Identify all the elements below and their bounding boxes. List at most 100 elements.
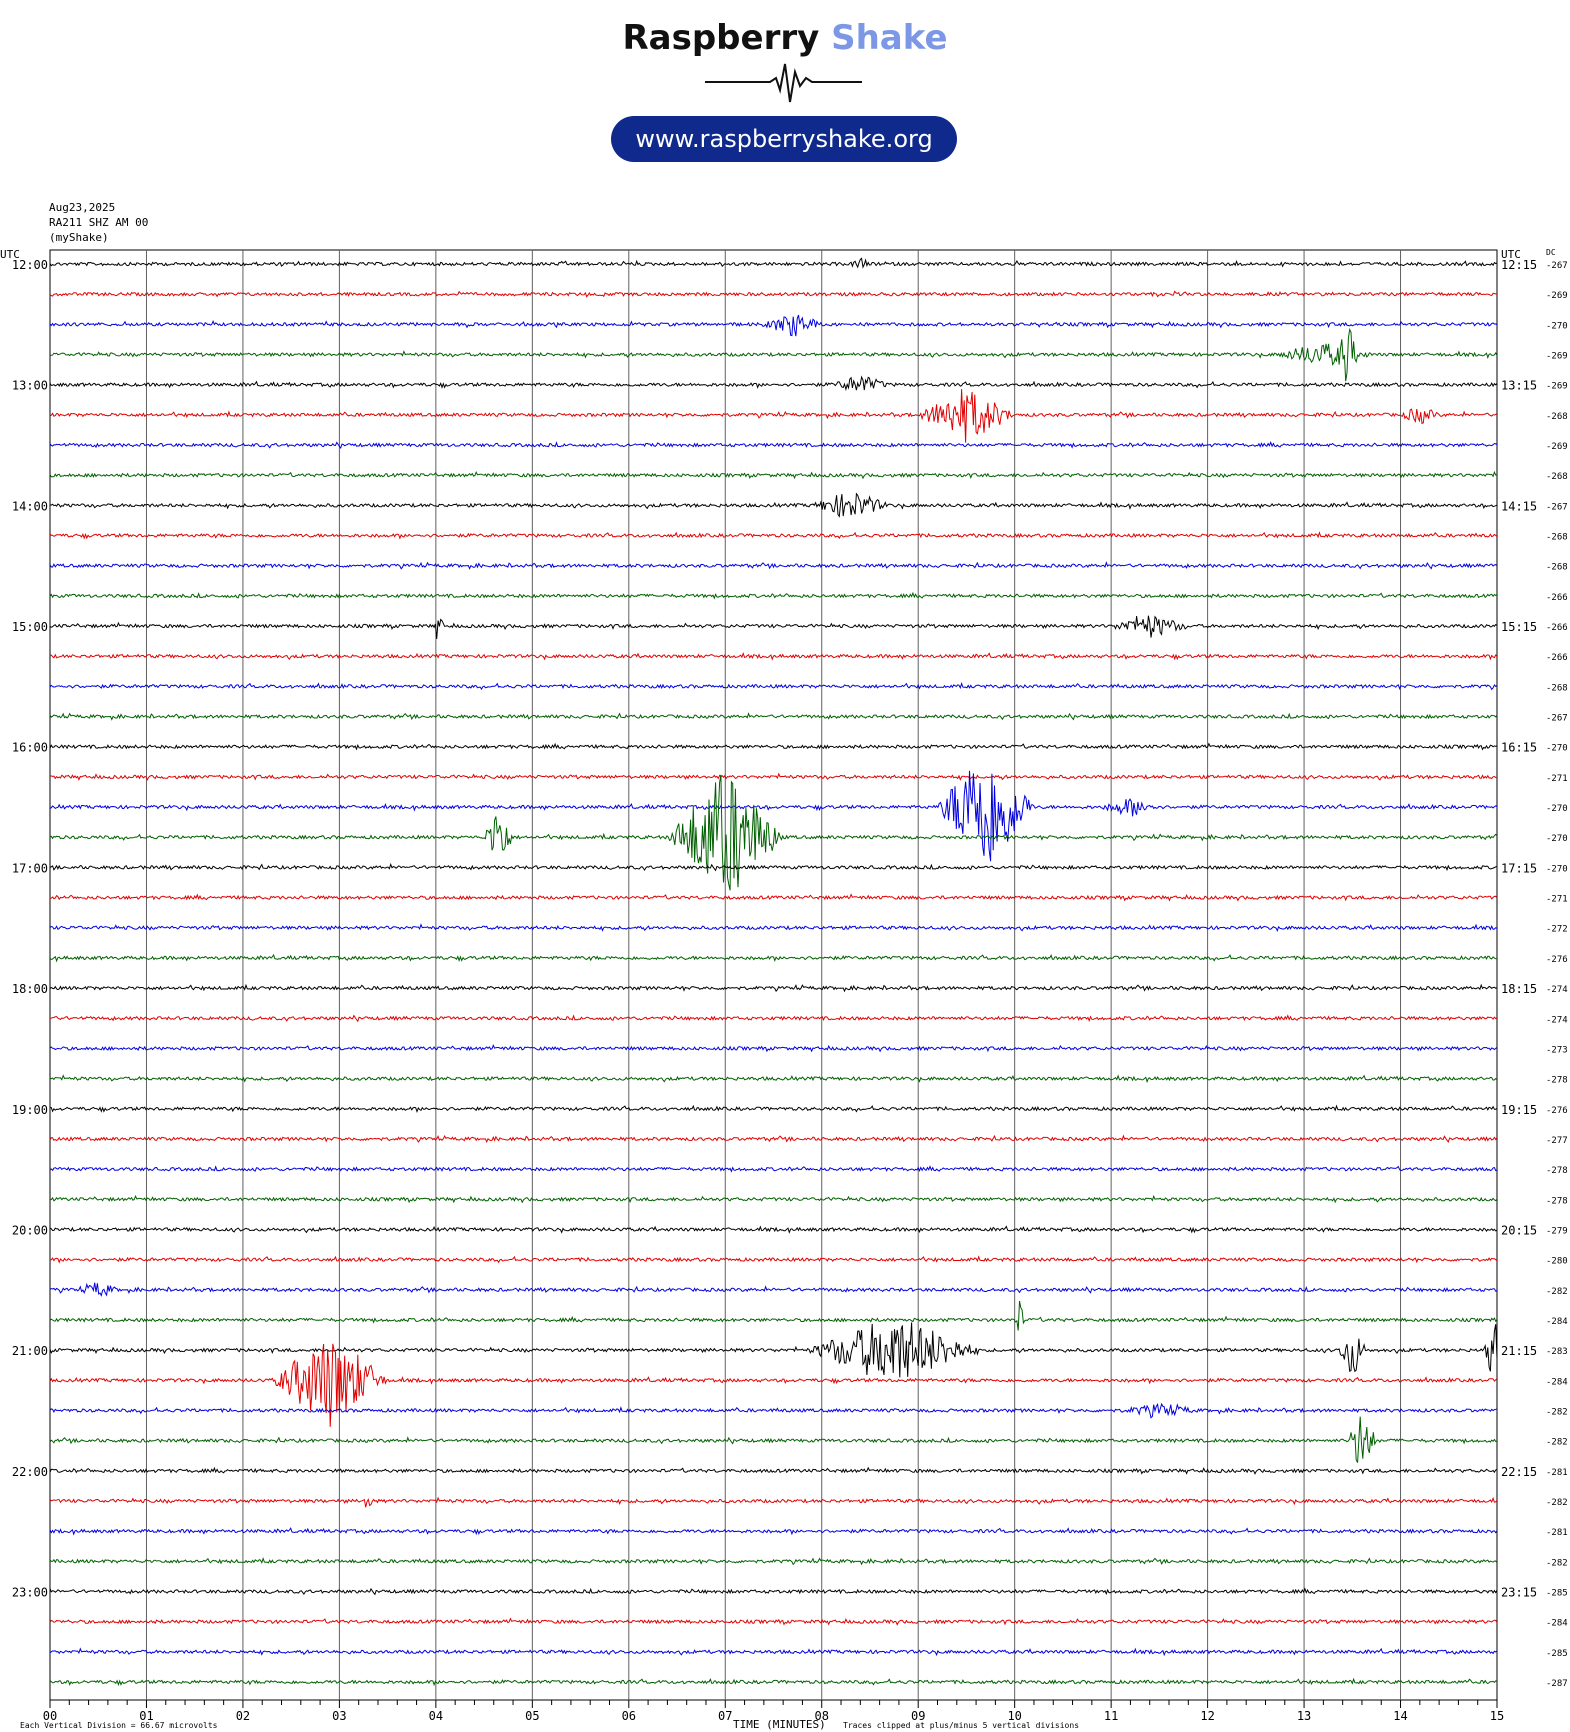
seismic-trace: [49, 1255, 1498, 1264]
dc-value-label: -284: [1546, 1317, 1568, 1327]
seismic-trace: [49, 682, 1498, 691]
seismic-trace: [49, 1322, 1498, 1378]
seismic-trace: [49, 375, 1498, 392]
right-time-label: 16:15: [1501, 741, 1537, 755]
right-time-label: 12:15: [1501, 258, 1537, 272]
grid: [49, 249, 1498, 1708]
x-tick-label: 02: [236, 1709, 250, 1723]
dc-value-label: -267: [1546, 714, 1568, 724]
x-tick-label: 03: [332, 1709, 346, 1723]
seismic-trace: [49, 1617, 1498, 1626]
x-tick-label: 01: [139, 1709, 153, 1723]
seismic-trace: [49, 1225, 1498, 1234]
dc-value-label: -269: [1546, 442, 1568, 452]
x-tick-label: 14: [1393, 1709, 1407, 1723]
dc-value-label: -277: [1546, 1136, 1568, 1146]
network-label: (myShake): [49, 231, 109, 244]
dc-value-label: -274: [1546, 1015, 1568, 1025]
seismic-trace: [49, 389, 1498, 443]
brand-name: Raspberry Shake: [0, 18, 1570, 58]
right-time-label: 15:15: [1501, 620, 1537, 634]
dc-value-label: -276: [1546, 955, 1568, 965]
left-time-label: 15:00: [12, 620, 48, 634]
dc-value-label: -269: [1546, 382, 1568, 392]
seismic-trace: [49, 893, 1498, 902]
dc-value-label: -278: [1546, 1166, 1568, 1176]
dc-value-label: -270: [1546, 321, 1568, 331]
seismic-trace: [49, 561, 1498, 570]
seismic-trace: [49, 470, 1498, 480]
dc-value-label: -266: [1546, 623, 1568, 633]
traces: [49, 257, 1498, 1687]
right-time-label: 14:15: [1501, 499, 1537, 513]
seismic-trace: [49, 1194, 1498, 1204]
date-label: Aug23,2025: [49, 201, 116, 214]
seismic-trace: [49, 1134, 1498, 1144]
left-time-label: 17:00: [12, 861, 48, 875]
seismic-trace: [49, 1496, 1498, 1508]
seismic-trace: [49, 591, 1498, 600]
dc-value-label: -268: [1546, 683, 1568, 693]
station-label: RA211 SHZ AM 00: [49, 216, 149, 229]
seismic-trace: [49, 983, 1498, 993]
seismic-trace: [49, 615, 1498, 640]
right-time-label: 17:15: [1501, 861, 1537, 875]
dc-value-label: -283: [1546, 1347, 1568, 1357]
seismic-trace: [49, 774, 1498, 891]
left-time-label: 20:00: [12, 1223, 48, 1237]
right-time-label: 23:15: [1501, 1585, 1537, 1599]
left-time-label: 16:00: [12, 741, 48, 755]
x-tick-label: 05: [525, 1709, 539, 1723]
seismic-trace: [49, 1527, 1498, 1536]
x-tick-label: 08: [815, 1709, 829, 1723]
footer-clip-note: Traces clipped at plus/minus 5 vertical …: [843, 1721, 1079, 1730]
x-tick-label: 04: [429, 1709, 443, 1723]
dc-header-label: DC: [1546, 248, 1556, 257]
left-time-label: 19:00: [12, 1103, 48, 1117]
dc-value-label: -269: [1546, 352, 1568, 362]
dc-value-label: -278: [1546, 1076, 1568, 1086]
seismic-trace: [49, 712, 1498, 721]
dc-value-label: -282: [1546, 1558, 1568, 1568]
seismic-trace: [49, 314, 1498, 337]
seismic-trace: [49, 441, 1498, 450]
dc-value-label: -287: [1546, 1679, 1568, 1689]
dc-value-label: -271: [1546, 774, 1568, 784]
dc-value-label: -278: [1546, 1196, 1568, 1206]
left-time-label: 22:00: [12, 1465, 48, 1479]
seismic-trace: [49, 1282, 1498, 1297]
x-axis-title: TIME (MINUTES): [733, 1718, 826, 1731]
seismic-trace: [49, 923, 1498, 933]
right-utc-label: UTC: [1501, 248, 1521, 261]
dc-value-label: -273: [1546, 1045, 1568, 1055]
seismic-trace: [49, 257, 1498, 269]
dc-value-label: -282: [1546, 1438, 1568, 1448]
seismic-trace: [49, 1300, 1498, 1331]
axis-labels: 00 01 02 03 04 05 06 07 08 09 10 11 12 13 14 15 -267 12:0…: [0, 248, 1568, 1731]
dc-value-label: -281: [1546, 1528, 1568, 1538]
website-link[interactable]: www.raspberryshake.org: [611, 116, 957, 162]
dc-value-label: -268: [1546, 412, 1568, 422]
seismic-trace: [49, 772, 1498, 781]
left-time-label: 14:00: [12, 499, 48, 513]
station-info: Aug23,2025 RA211 SHZ AM 00 (myShake): [49, 200, 148, 245]
dc-value-label: -270: [1546, 864, 1568, 874]
seismic-trace: [49, 1402, 1498, 1419]
right-time-label: 22:15: [1501, 1465, 1537, 1479]
x-tick-label: 10: [1007, 1709, 1021, 1723]
left-time-label: 18:00: [12, 982, 48, 996]
seismic-trace: [49, 290, 1497, 298]
seismic-trace: [49, 492, 1498, 518]
dc-value-label: -282: [1546, 1407, 1568, 1417]
seismic-trace: [49, 531, 1498, 540]
seismic-trace: [49, 1416, 1498, 1463]
seismic-trace: [49, 1343, 1498, 1427]
x-tick-label: 06: [622, 1709, 636, 1723]
dc-value-label: -285: [1546, 1588, 1568, 1598]
logo-seismogram-icon: [705, 63, 862, 103]
plot-frame: [49, 249, 1498, 1701]
right-time-label: 20:15: [1501, 1223, 1537, 1237]
dc-value-label: -282: [1546, 1287, 1568, 1297]
seismic-trace: [49, 1104, 1498, 1113]
